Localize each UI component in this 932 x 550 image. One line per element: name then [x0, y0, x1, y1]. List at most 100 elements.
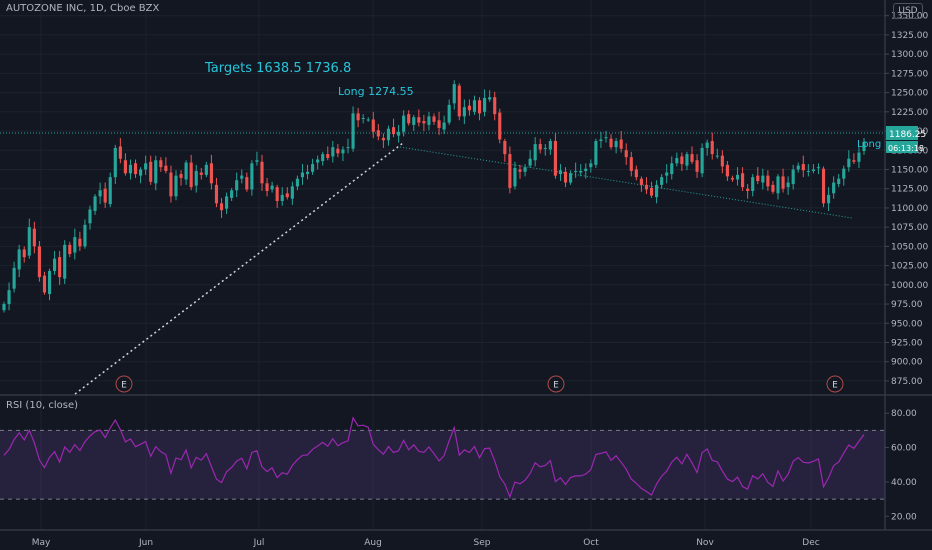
candle	[42, 271, 47, 295]
candle	[690, 146, 694, 165]
long-tag-annotation[interactable]: Long	[857, 139, 881, 150]
earnings-marker[interactable]: E	[826, 375, 844, 393]
candle-body	[381, 137, 385, 141]
rsi-axis[interactable]: 20.00 40.00 60.00 80.00	[885, 409, 917, 522]
candle	[311, 158, 315, 175]
time-tick-label: Oct	[583, 538, 599, 548]
candle-body	[498, 112, 502, 140]
candle-body	[569, 173, 573, 183]
price-tick-label: 1250.00	[891, 89, 928, 99]
candle-body	[735, 174, 740, 180]
candle-body	[730, 177, 735, 180]
earnings-marker[interactable]: E	[547, 375, 565, 393]
candle-body	[63, 244, 67, 279]
candle-body	[538, 144, 542, 150]
price-tick-label: 1300.00	[891, 50, 928, 60]
candle	[432, 113, 436, 125]
candle	[225, 192, 229, 215]
symbol-title[interactable]: AUTOZONE INC, 1D, Cboe BZX	[6, 3, 160, 14]
price-tick-label: 1350.00	[891, 12, 928, 22]
candle-body	[341, 149, 345, 154]
candle-body	[457, 85, 461, 117]
candle-body	[300, 172, 305, 178]
targets-annotation[interactable]: Targets 1638.5 1736.8	[204, 61, 351, 76]
candle-body	[483, 97, 487, 112]
candle-body	[594, 141, 598, 165]
resistance-trendline[interactable]	[399, 146, 853, 219]
candle	[321, 151, 325, 166]
support-trendline[interactable]	[74, 142, 404, 395]
rsi-tick-label: 40.00	[891, 478, 917, 488]
long-entry-annotation[interactable]: Long 1274.55	[338, 85, 414, 98]
candle	[756, 167, 760, 185]
candle	[2, 301, 6, 313]
candle-body	[118, 146, 122, 159]
candle	[260, 154, 264, 192]
candle	[705, 139, 709, 156]
candle-body	[715, 155, 719, 157]
candle-body	[746, 188, 750, 192]
candle-body	[290, 186, 294, 199]
candle-body	[230, 190, 234, 198]
candle-body	[113, 147, 117, 178]
candle	[144, 155, 148, 175]
rsi-tick-label: 20.00	[891, 512, 917, 522]
candle-body	[311, 164, 315, 172]
rsi-title[interactable]: RSI (10, close)	[6, 400, 79, 411]
currency-badge[interactable]: USD	[893, 3, 923, 19]
candle	[407, 110, 411, 126]
candle	[751, 174, 755, 197]
candle	[93, 194, 97, 215]
candle-body	[493, 97, 497, 115]
candle	[538, 138, 542, 154]
candle-body	[675, 157, 679, 164]
candle	[280, 187, 284, 206]
candle	[412, 114, 416, 132]
candle-body	[103, 188, 107, 203]
candle-body	[604, 137, 608, 139]
candle	[619, 131, 623, 153]
last-price-box	[886, 126, 918, 140]
candle	[245, 172, 249, 192]
candle	[83, 219, 87, 249]
candle	[159, 157, 163, 172]
earnings-marker[interactable]: E	[115, 375, 133, 393]
candle-body	[634, 169, 638, 178]
candle-body	[543, 147, 547, 149]
candle-body	[508, 154, 512, 188]
candle-body	[361, 117, 365, 119]
candle-body	[386, 128, 391, 141]
candle	[154, 155, 158, 191]
candle-body	[477, 100, 482, 114]
candle	[285, 187, 289, 200]
time-tick-label: Dec	[802, 538, 819, 548]
candle	[558, 164, 563, 182]
candle-body	[17, 249, 21, 270]
candle	[832, 176, 836, 199]
candle-body	[27, 227, 31, 256]
candle-body	[741, 173, 745, 188]
candle-body	[437, 120, 441, 128]
candle	[543, 144, 547, 156]
candle	[695, 154, 699, 178]
candle	[219, 197, 224, 218]
rsi-tick-label: 80.00	[891, 409, 917, 419]
candle-body	[204, 164, 208, 175]
candle-body	[376, 130, 380, 137]
rsi-tick-label: 60.00	[891, 444, 917, 454]
price-tick-label: 1325.00	[891, 31, 928, 41]
candle-body	[518, 169, 522, 172]
candle	[665, 164, 669, 184]
candle-body	[796, 165, 800, 170]
candle-body	[194, 171, 198, 186]
candle-body	[488, 97, 492, 100]
candle-body	[558, 170, 563, 175]
candle-body	[599, 139, 603, 142]
candle-body	[821, 168, 826, 204]
time-tick-label: Nov	[696, 538, 714, 548]
candle-body	[265, 183, 269, 192]
candle	[265, 177, 269, 197]
candle	[98, 182, 102, 205]
time-axis[interactable]: May Jun Jul Aug Sep Oct Nov Dec	[32, 538, 820, 548]
